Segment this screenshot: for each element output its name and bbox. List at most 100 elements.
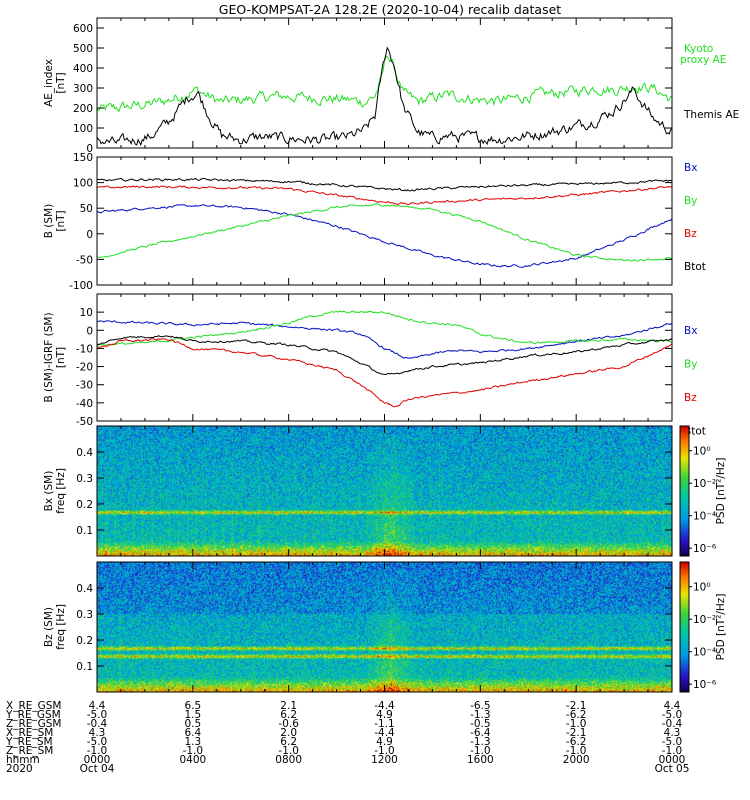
ephemeris-table: X_RE_GSM 4.4 6.5 2.1 -4.4 -6.5 -2.1 4.4 Y_RE_GSM… <box>0 700 750 800</box>
ephemeris-value: -1.0 <box>661 745 683 757</box>
ephemeris-value: -5.0 <box>86 736 108 748</box>
series-line-bx <box>97 320 672 359</box>
panel-frame <box>96 156 673 286</box>
ephemeris-value: -1.0 <box>565 745 587 757</box>
y-tick-label: 0.3 <box>76 609 93 621</box>
ephemeris-value: 0800 <box>275 754 303 766</box>
ephemeris-value: 6.2 <box>280 736 297 748</box>
ephemeris-value: -0.4 <box>661 718 683 730</box>
ephemeris-label: 2020 <box>6 763 33 775</box>
ephemeris-label: Y_RE_SM <box>6 736 53 748</box>
legend-bx: Bx <box>684 325 697 337</box>
ephemeris-value: -4.4 <box>374 727 395 739</box>
ephemeris-value: Oct 05 <box>654 763 690 775</box>
ephemeris-value: -1.0 <box>565 718 587 730</box>
series-group <box>97 310 672 408</box>
ephemeris-value: -4.4 <box>374 700 395 712</box>
ephemeris-value: -6.4 <box>470 727 491 739</box>
colorbar <box>679 425 690 557</box>
legend-kyoto-ae-2: proxy AE <box>680 54 726 66</box>
ephemeris-label: X_RE_SM <box>6 727 54 739</box>
ephemeris-value: 2000 <box>562 754 590 766</box>
y-tick-label: 0 <box>86 325 93 337</box>
ephemeris-label: Y_RE_GSM <box>6 709 61 721</box>
spectrogram-canvas <box>97 426 672 556</box>
ephemeris-value: 4.4 <box>663 700 681 712</box>
series-line-kyoto-proxy-ae <box>97 55 672 113</box>
ephemeris-value: -1.0 <box>278 745 299 757</box>
y-tick-label: 0.2 <box>76 499 93 511</box>
colorbar-tick-label: 10⁻² <box>693 478 716 490</box>
y-tick-label: -30 <box>76 380 93 392</box>
colorbar <box>679 561 690 693</box>
y-tick-label: 0.4 <box>76 583 93 595</box>
legend-themis-ae: Themis AE <box>683 109 739 121</box>
ephemeris-value: 0000 <box>658 754 686 766</box>
y-tick-label: 100 <box>73 123 93 135</box>
figure: GEO-KOMPSAT-2A 128.2E (2020-10-04) recal… <box>43 2 739 693</box>
y-tick-label: 400 <box>73 63 93 75</box>
y-axis-label: B (SM)-IGRF (SM) <box>43 312 55 402</box>
ephemeris-value: 1.3 <box>184 736 202 748</box>
y-tick-label: 600 <box>73 23 93 35</box>
chart-title: GEO-KOMPSAT-2A 128.2E (2020-10-04) recal… <box>219 2 562 17</box>
y-tick-label: -40 <box>76 398 93 410</box>
y-tick-label: 500 <box>73 43 93 55</box>
colorbar-tick-label: 10⁻⁶ <box>693 543 716 555</box>
y-tick-label: 200 <box>73 103 93 115</box>
ephemeris-value: 2.1 <box>280 700 297 712</box>
y-tick-label: 0.2 <box>76 635 93 647</box>
y-tick-label: 0.3 <box>76 473 93 485</box>
y-tick-label: 10 <box>80 307 93 319</box>
ephemeris-value: -6.5 <box>470 700 491 712</box>
y-tick-label: -50 <box>76 416 93 428</box>
series-line-bz <box>97 185 672 206</box>
colorbar-tick-label: 10⁻² <box>693 614 716 626</box>
ephemeris-value: 1600 <box>466 754 494 766</box>
series-line-by <box>97 310 672 346</box>
y-tick-label: 0.1 <box>76 661 93 673</box>
ephemeris-value: 4.9 <box>376 709 393 721</box>
ephemeris-value: Oct 04 <box>79 763 115 775</box>
ephemeris-value: 1.5 <box>184 709 202 721</box>
colorbar-tick-label: 10⁰ <box>693 446 711 458</box>
series-group <box>97 46 672 147</box>
ephemeris-value: 2.0 <box>280 727 297 739</box>
y-tick-label: 0 <box>86 143 93 155</box>
y-axis-label: B (SM) <box>43 204 55 238</box>
legend-by: By <box>684 195 697 207</box>
ephemeris-value: 0000 <box>83 754 111 766</box>
series-line-themis-ae <box>97 46 672 147</box>
ephemeris-label: hhmm <box>6 754 40 766</box>
legend-by: By <box>684 359 697 371</box>
ephemeris-value: -1.0 <box>374 745 395 757</box>
ephemeris-value: -1.0 <box>182 745 204 757</box>
colorbar-tick-label: 10⁰ <box>693 582 711 594</box>
ephemeris-value: -1.1 <box>374 718 395 730</box>
ephemeris-value: -5.0 <box>661 709 683 721</box>
ephemeris-value: -1.0 <box>86 745 108 757</box>
y-axis-unit: [nT] <box>55 347 67 368</box>
colorbar-label: PSD [nT²/Hz] <box>715 458 727 525</box>
panel-bsm: Bx By Bz Btot -100 -50 0 50 100 150 B (SM) [nT] <box>43 152 706 292</box>
ephemeris-value: -6.2 <box>565 736 587 748</box>
series-line-bz <box>97 338 672 408</box>
y-axis-unit: [nT] <box>55 72 67 93</box>
y-tick-label: 100 <box>73 178 93 190</box>
spectrogram <box>97 426 672 556</box>
ephemeris-value: 4.3 <box>663 727 681 739</box>
series-line-btot <box>97 177 672 192</box>
ephemeris-label: X_RE_GSM <box>6 700 62 712</box>
colorbar-tick-label: 10⁻⁶ <box>693 679 716 691</box>
y-tick-label: 0 <box>86 229 93 241</box>
ephemeris-value: -1.3 <box>470 709 491 721</box>
y-tick-label: 300 <box>73 83 93 95</box>
y-tick-label: 0.4 <box>76 447 93 459</box>
colorbar-tick-label: 10⁻⁴ <box>693 511 716 523</box>
series-line-btot <box>97 335 672 376</box>
legend-bz: Bz <box>684 392 697 404</box>
series-line-bx <box>97 204 672 268</box>
ephemeris-value: -5.0 <box>661 736 683 748</box>
